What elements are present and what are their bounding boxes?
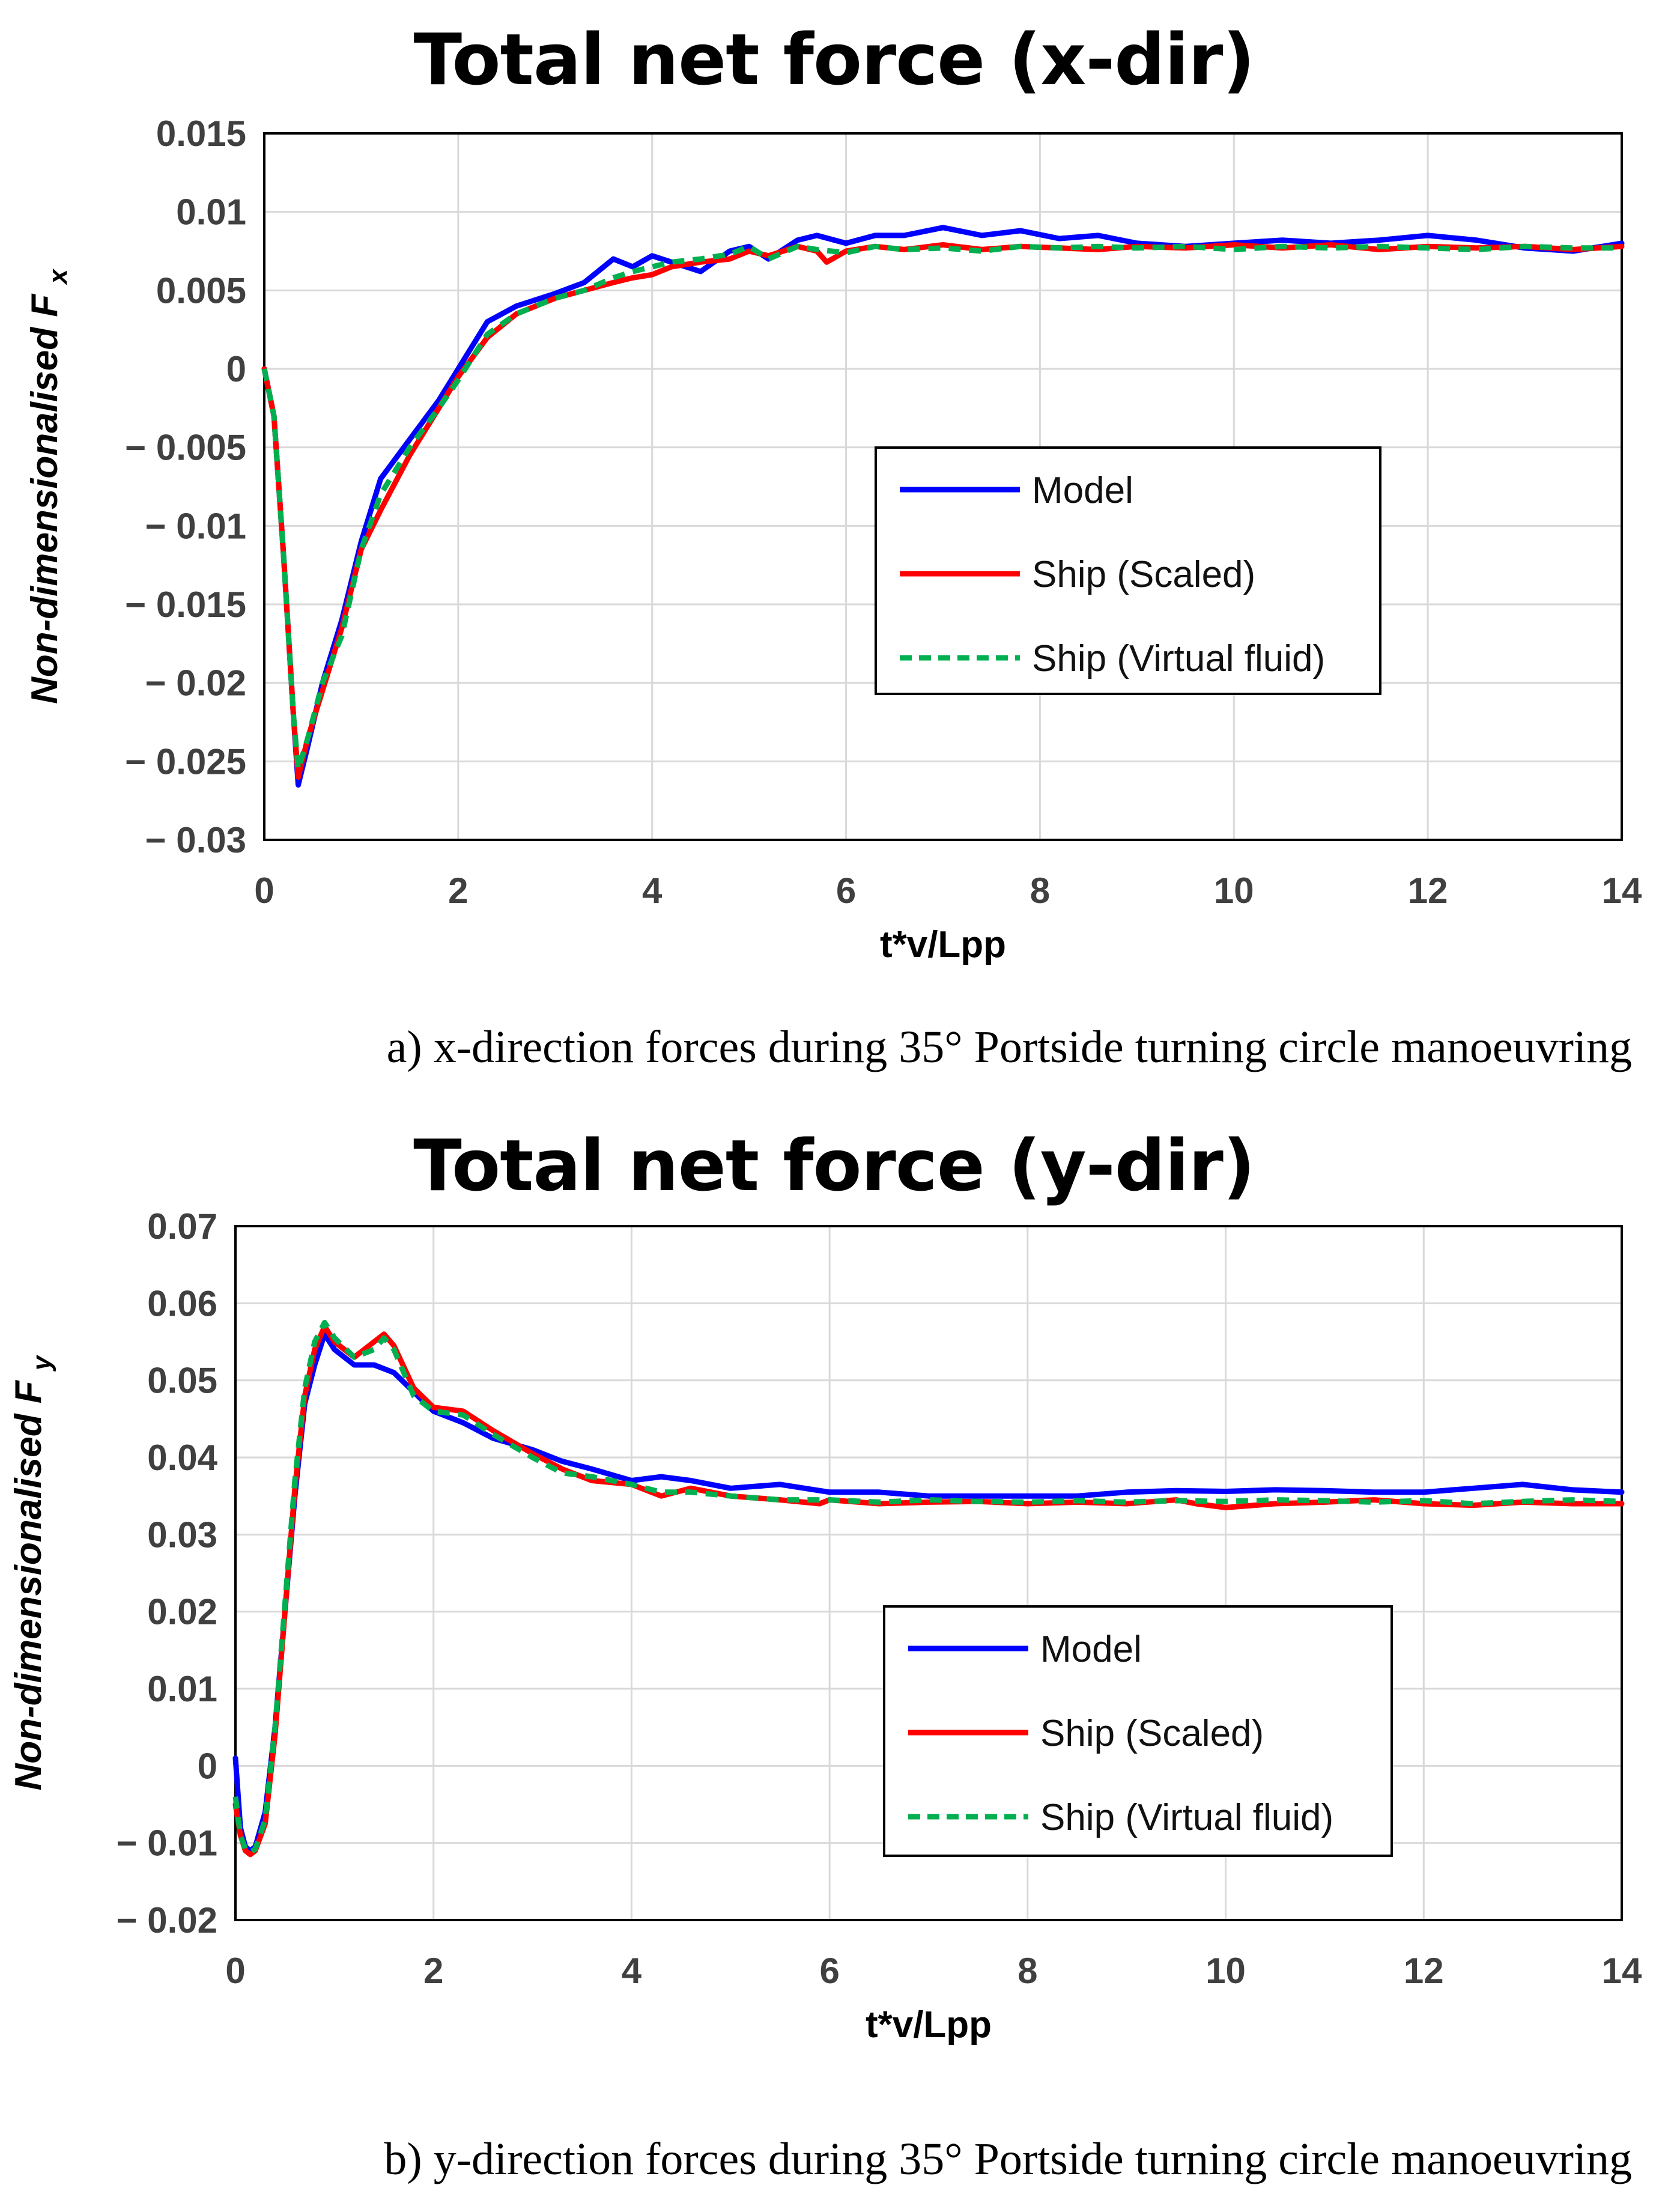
chart-panel-y: Total net force (y-dir) 0 2 4 6 8 10 12 14 0.07 0… [0,1106,1668,2212]
y-tick-label: − 0.01 [145,506,247,546]
y-axis-title-subscript: x [43,269,73,285]
y-tick-label: − 0.02 [145,663,247,703]
y-tick-label: 0.01 [147,1669,217,1709]
x-tick-label: 6 [819,1951,839,1991]
legend-label: Ship (Virtual fluid) [1040,1797,1333,1838]
x-tick-label: 4 [642,871,663,911]
x-tick-label: 12 [1404,1951,1444,1991]
caption-y: b) y-direction forces during 35° Portsid… [384,2134,1632,2184]
y-tick-label: − 0.025 [125,741,246,782]
x-axis-title: t*v/Lpp [866,2004,992,2046]
y-tick-label: − 0.01 [117,1823,218,1864]
x-axis-title: t*v/Lpp [880,924,1006,965]
legend-label: Ship (Scaled) [1032,554,1255,595]
plot-area-frame [234,1225,1623,1921]
x-tick-label: 10 [1206,1951,1246,1991]
y-tick-label: 0.005 [156,270,246,311]
y-axis-title: Non-dimensionalised F y [8,1354,56,1790]
x-tick-label: 2 [448,871,468,911]
plot-area-frame [263,132,1623,841]
y-tick-label: 0.03 [147,1515,217,1555]
series-line-ship-virtual-fluid [261,243,1622,772]
x-tick-label: 8 [1030,871,1050,911]
series-line-ship-virtual-fluid [232,1319,1622,1855]
legend-label: Ship (Virtual fluid) [1032,638,1325,679]
y-tick-label: − 0.02 [117,1900,218,1940]
chart-panel-x: Total net force (x-dir) 0 2 4 6 8 10 12 14 0.015… [24,18,1642,1072]
x-tick-label: 0 [225,1951,245,1991]
series-line-ship-scaled [261,242,1625,780]
x-tick-label: 14 [1602,871,1642,911]
chart-x-svg: 0 2 4 6 8 10 12 14 0.015 0.01 0.005 0 − 0.005 − 0.01 −… [24,114,1642,965]
chart-title-x: Total net force (x-dir) [413,18,1255,101]
legend-label: Model [1040,1629,1142,1670]
y-tick-label: − 0.015 [125,585,246,625]
y-axis-title-text: Non-dimensionalised F [24,284,65,704]
y-tick-label: 0.015 [156,114,246,154]
x-tick-label: 0 [254,871,274,911]
chart-title-y: Total net force (y-dir) [413,1124,1255,1207]
x-tick-label: 8 [1017,1951,1037,1991]
y-axis-title-subscript: y [27,1354,56,1372]
y-tick-label: 0 [226,349,246,389]
y-tick-label: 0.02 [147,1592,217,1632]
y-tick-label: 0.06 [147,1283,217,1323]
x-tick-label: 14 [1602,1951,1642,1991]
x-tick-label: 10 [1214,871,1254,911]
y-axis-title-text: Non-dimensionalised F [8,1370,49,1790]
caption-x: a) x-direction forces during 35° Portsid… [386,1022,1632,1072]
legend: Model Ship (Scaled) Ship (Virtual fluid) [883,1605,1393,1857]
legend-label: Model [1032,470,1133,511]
x-tick-label: 12 [1408,871,1448,911]
y-axis-title: Non-dimensionalised F x [24,269,73,704]
y-tick-label: 0.05 [147,1361,217,1401]
x-tick-label: 2 [423,1951,443,1991]
y-tick-label: 0 [198,1746,217,1786]
legend: Model Ship (Scaled) Ship (Virtual fluid) [875,446,1381,695]
x-tick-label: 6 [836,871,856,911]
y-tick-label: − 0.005 [125,428,246,468]
chart-y-svg: 0 2 4 6 8 10 12 14 0.07 0.06 0.05 0.04 0.03 0.02 0.01 0… [8,1206,1642,2046]
y-tick-label: 0.07 [147,1206,217,1247]
x-tick-label: 4 [622,1951,642,1991]
legend-label: Ship (Scaled) [1040,1713,1264,1754]
y-tick-label: 0.04 [147,1438,217,1478]
y-tick-label: − 0.03 [145,820,247,860]
y-tick-label: 0.01 [176,192,246,232]
